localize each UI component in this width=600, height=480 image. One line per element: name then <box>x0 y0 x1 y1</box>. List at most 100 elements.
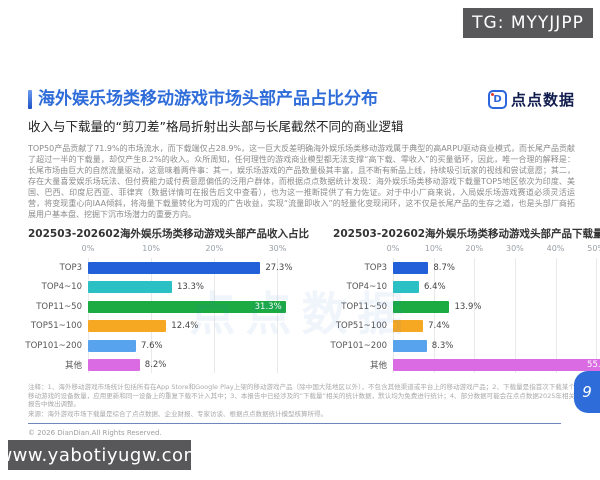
slide-content: 海外娱乐场类移动游戏市场头部产品占比分布 D 点点数据 收入与下载量的“剪刀差”… <box>25 88 600 437</box>
category-axis: TOP3 TOP4~10 TOP11~50 TOP51~100 TOP101~200 其他 <box>330 244 393 375</box>
revenue-share-chart: 202503-202602海外娱乐场类移动游戏头部产品收入占比 TOP3 TOP4~… <box>25 226 310 375</box>
axis-tick-label: 10% <box>424 244 443 253</box>
category-label: 其他 <box>370 361 388 372</box>
footnote-line: 注释：1、海外移动游戏市场统计包括所有在App Store和Google Pla… <box>28 383 575 408</box>
axis-tick-label: 20% <box>465 244 484 253</box>
bar-TOP3 <box>393 261 429 274</box>
charts-row: 202503-202602海外娱乐场类移动游戏头部产品收入占比 TOP3 TOP4~… <box>25 226 600 375</box>
category-label: TOP3 <box>364 262 388 273</box>
bar-value-label: 6.4% <box>424 282 446 293</box>
bar-TOP11~50 <box>393 300 450 313</box>
bar-value-label: 55.4% <box>587 360 600 371</box>
axis-tick-label: 10% <box>142 244 161 253</box>
axis-tick-label: 0% <box>81 244 95 253</box>
bar-row: 13.3% <box>88 278 309 298</box>
gridline <box>88 258 89 373</box>
title-accent-bar <box>28 89 32 109</box>
bar-value-label: 7.6% <box>140 340 163 351</box>
bar-TOP101~200 <box>393 339 427 352</box>
category-axis: TOP3 TOP4~10 TOP11~50 TOP51~100 TOP101~200 其他 <box>25 244 88 375</box>
title-left: 海外娱乐场类移动游戏市场头部产品占比分布 <box>28 88 378 110</box>
gridline <box>474 258 476 373</box>
footer-divider <box>28 423 561 424</box>
bar-row: 7.6% <box>88 336 309 356</box>
plot-area: 0% 10% 20% 30% 27.3% 13.3% 31.3% 12.4% 7.6% 8.2% <box>82 244 309 375</box>
copyright: © 2026 DianDian.All Rights Reserved. <box>28 429 162 437</box>
bar-value-label: 7.4% <box>428 321 450 332</box>
page-number-badge: 9 <box>574 371 600 413</box>
download-share-chart: 202503-202602海外娱乐场类移动游戏头部产品下载量占比 TOP3 TOP4… <box>330 226 600 376</box>
gridline <box>393 258 395 373</box>
axis-spacer <box>28 244 88 258</box>
bar-value-label: 8.3% <box>431 340 454 351</box>
chart-body: TOP3 TOP4~10 TOP11~50 TOP51~100 TOP101~200 其他… <box>330 244 600 376</box>
page-number: 9 <box>582 383 592 401</box>
bar-TOP4~10 <box>393 281 420 294</box>
bar-value-label: 8.2% <box>144 360 167 371</box>
bar-value-label: 12.4% <box>171 321 199 332</box>
bar-row: 55.4% <box>393 356 600 376</box>
body-paragraph: TOP50产品贡献了71.9%的市场流水，而下载端仅占28.9%，这一巨大反差明… <box>28 144 575 219</box>
bar-TOP101~200 <box>88 339 136 352</box>
bar-value-label: 27.3% <box>265 262 293 273</box>
category-label: TOP101~200 <box>330 340 388 351</box>
bar-row: 31.3% <box>88 297 309 317</box>
tg-badge: TG: MYYJJPP <box>463 8 593 38</box>
bar-value-label: 13.3% <box>176 282 204 293</box>
gridline <box>555 258 557 373</box>
bar-TOP11~50: 31.3% <box>88 300 286 313</box>
bar-row: 8.2% <box>88 356 309 376</box>
title-row: 海外娱乐场类移动游戏市场头部产品占比分布 D 点点数据 <box>28 88 575 110</box>
diandian-logo: D 点点数据 <box>487 89 575 110</box>
bar-row: 8.7% <box>393 258 600 278</box>
gridline <box>214 258 216 373</box>
bar-rows: 27.3% 13.3% 31.3% 12.4% 7.6% 8.2% <box>88 258 309 375</box>
bar-其他 <box>88 359 140 372</box>
gridline <box>514 258 516 373</box>
category-label: TOP3 <box>59 262 82 273</box>
diandian-logo-text: 点点数据 <box>510 90 575 109</box>
bar-row: 27.3% <box>88 258 309 278</box>
category-label: 其他 <box>64 361 82 372</box>
category-label: TOP51~100 <box>30 321 82 332</box>
footnotes: 注释：1、海外移动游戏市场统计包括所有在App Store和Google Pla… <box>28 383 575 418</box>
axis-tick-label: 30% <box>268 244 287 253</box>
bar-value-label: 13.9% <box>454 301 482 312</box>
category-label: TOP11~50 <box>341 301 388 312</box>
axis-tick-label: 30% <box>505 244 524 253</box>
axis-tick-label: 0% <box>386 244 400 253</box>
gridline <box>596 258 598 373</box>
diandian-logo-icon: D <box>487 89 507 109</box>
gridline <box>277 258 279 373</box>
bar-TOP51~100 <box>393 320 424 333</box>
site-watermark: www.yabotiyugw.com <box>0 440 201 470</box>
category-label: TOP4~10 <box>41 282 82 293</box>
bar-value-label: 8.7% <box>433 262 455 273</box>
gridline <box>433 258 435 373</box>
axis-tick-label: 50% <box>587 244 600 253</box>
bar-row: 12.4% <box>88 317 309 337</box>
category-label: TOP51~100 <box>335 321 388 332</box>
bar-row: 13.9% <box>393 297 600 317</box>
plot-area: 0% 10% 20% 30% 40% 50% 8.7% 6.4% 13.9% 7.4% 8.3% 55… <box>387 244 600 376</box>
gridline <box>151 258 153 373</box>
subtitle: 收入与下载量的“剪刀差”格局折射出头部与长尾截然不同的商业逻辑 <box>28 119 404 134</box>
axis-spacer <box>333 244 393 258</box>
bar-TOP3 <box>88 261 261 274</box>
bar-row: 6.4% <box>393 278 600 298</box>
bar-row: 7.4% <box>393 317 600 337</box>
footnote-source: 来源：海外游戏市场下载量是综合了点点数据、企业财报、专家访谈、根据点点数据统计模… <box>28 409 327 418</box>
bar-value-label: 31.3% <box>254 301 282 312</box>
chart-title: 202503-202602海外娱乐场类移动游戏头部产品收入占比 <box>28 228 310 240</box>
axis-tick-label: 20% <box>205 244 224 253</box>
category-label: TOP101~200 <box>25 340 82 351</box>
category-label: TOP11~50 <box>36 301 82 312</box>
chart-title: 202503-202602海外娱乐场类移动游戏头部产品下载量占比 <box>333 228 600 240</box>
bar-row: 8.3% <box>393 336 600 356</box>
axis-tick-label: 40% <box>546 244 565 253</box>
page-title: 海外娱乐场类移动游戏市场头部产品占比分布 <box>38 89 378 109</box>
bar-TOP4~10 <box>88 281 172 294</box>
category-label: TOP4~10 <box>346 282 388 293</box>
bar-其他: 55.4% <box>393 359 600 372</box>
